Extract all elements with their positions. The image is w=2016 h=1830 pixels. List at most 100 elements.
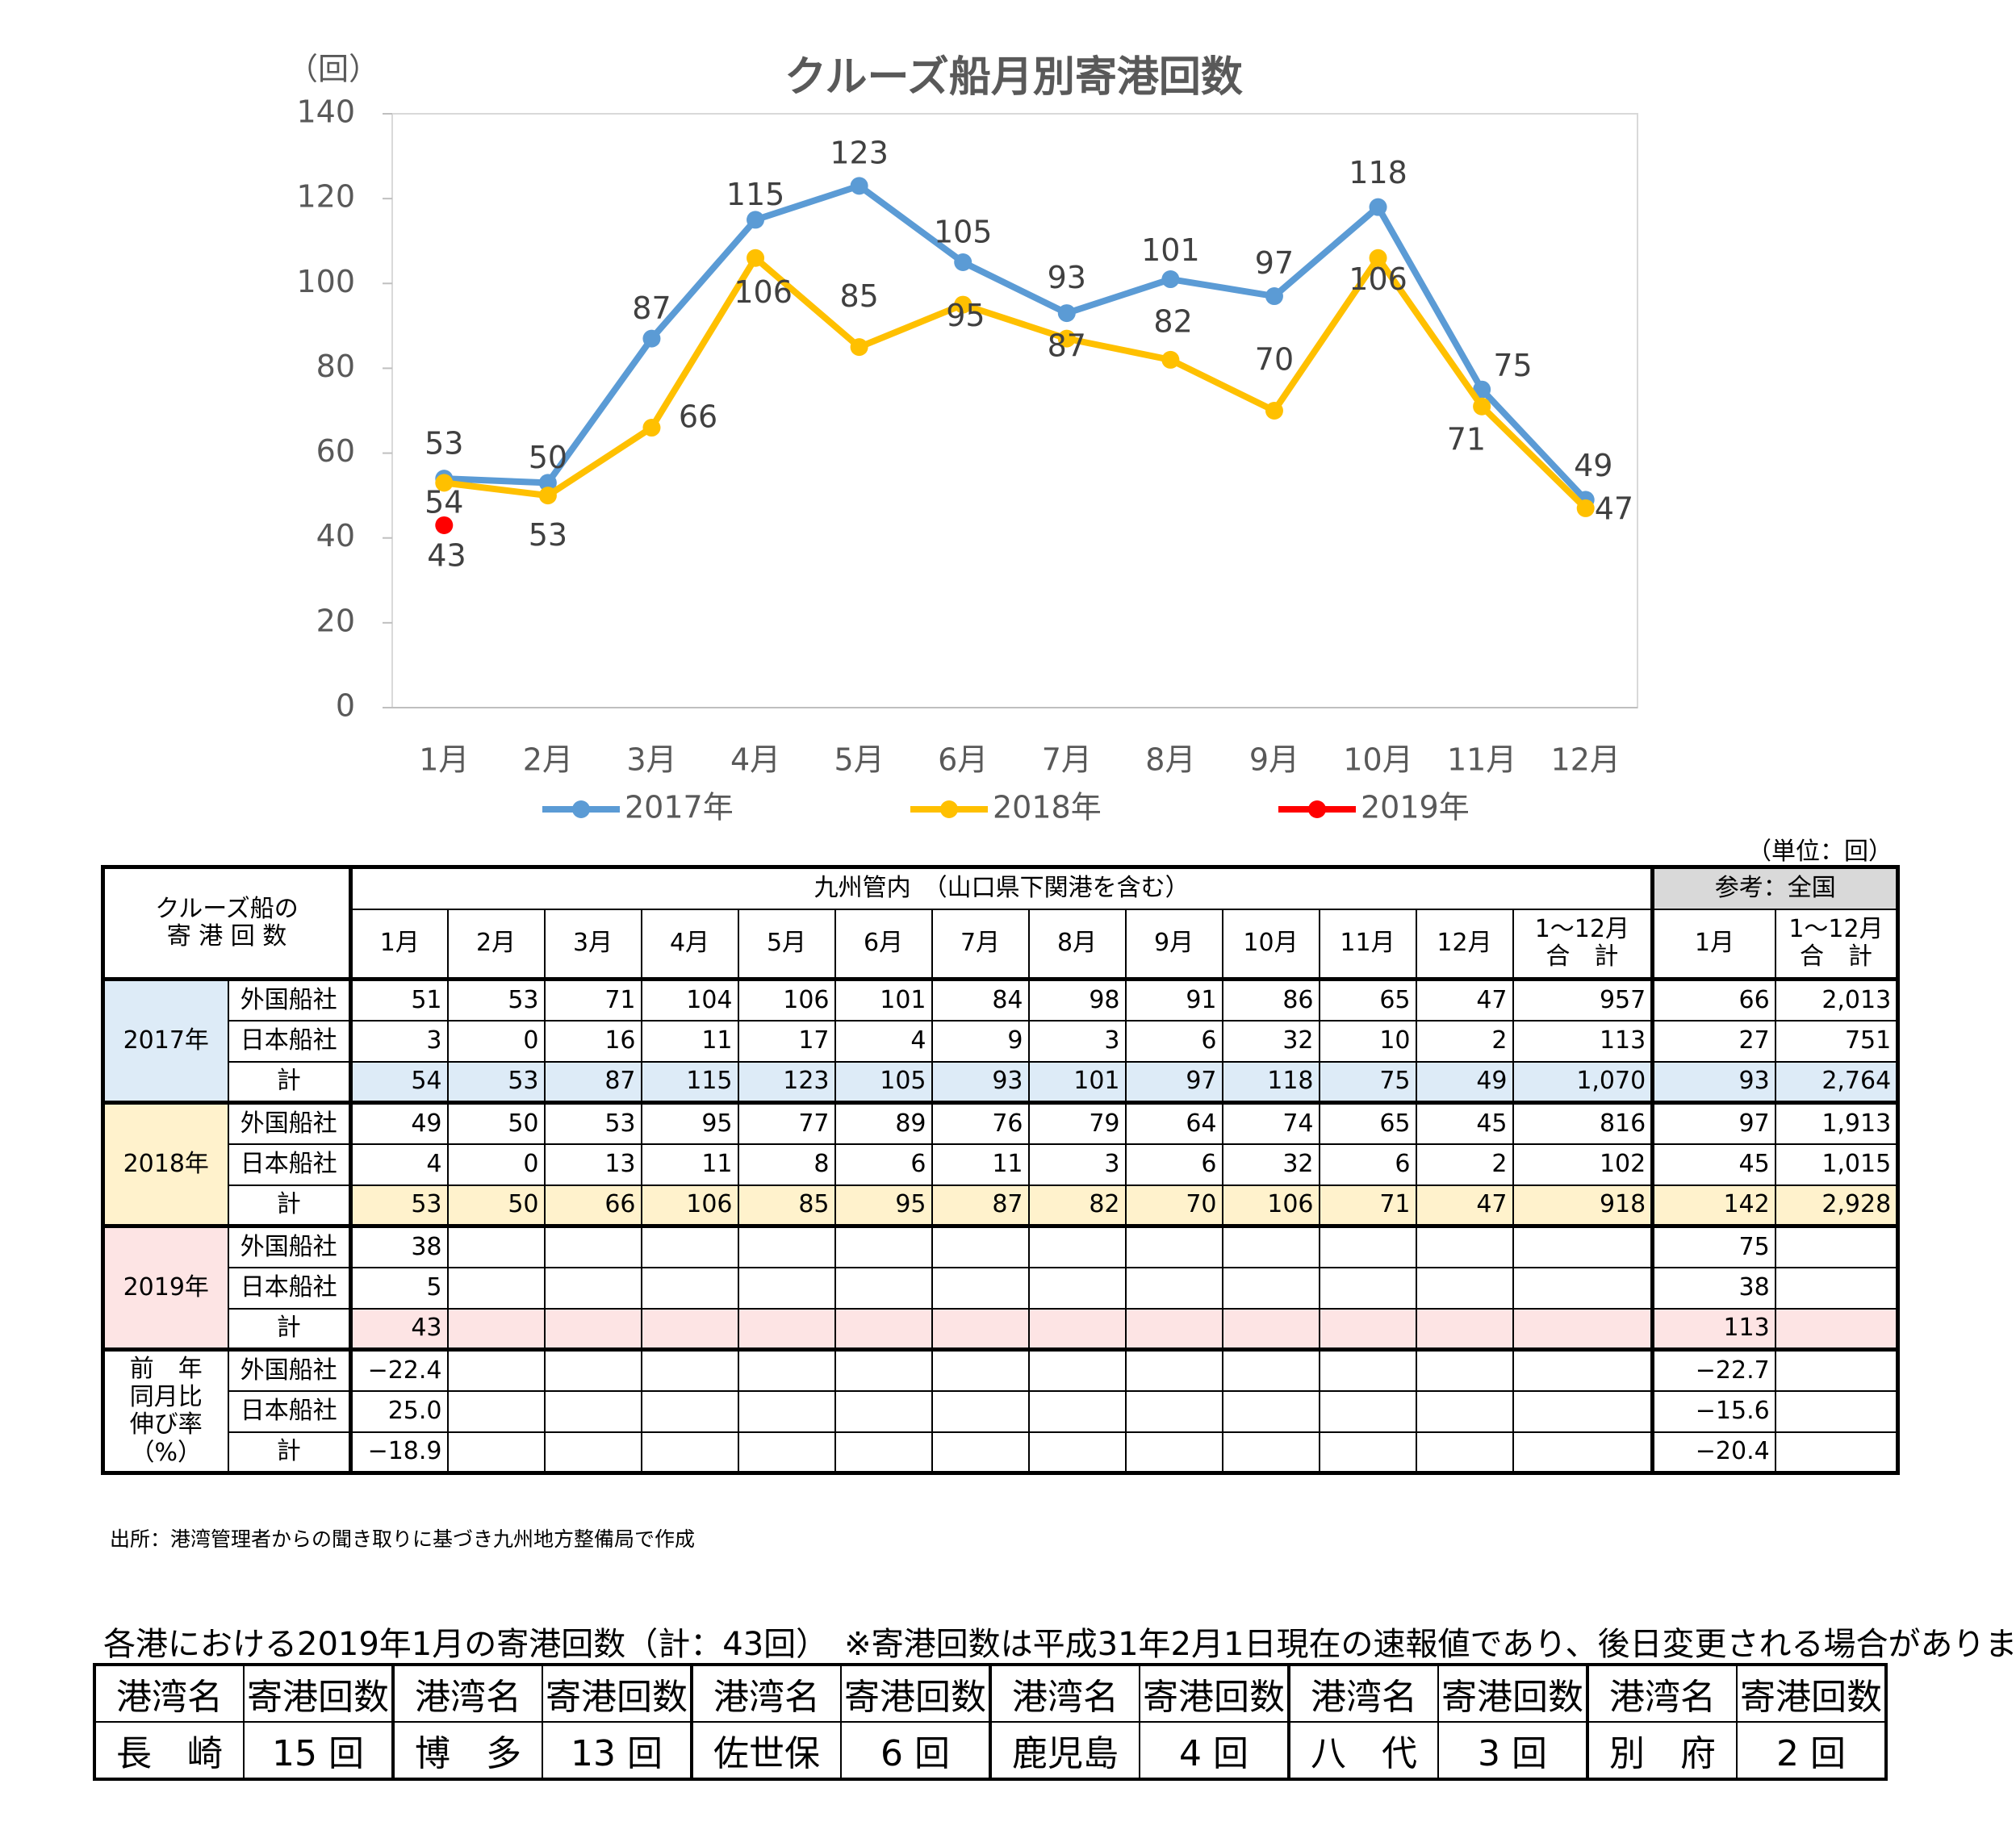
point	[1576, 499, 1595, 517]
legend-marker	[572, 800, 590, 818]
table-cell: 93	[1650, 1060, 1776, 1104]
point	[1473, 380, 1491, 399]
corner-header: クルーズ船の寄 港 回 数	[102, 866, 353, 981]
text-line: 1～12月	[1534, 914, 1629, 943]
text-line: 2017年	[123, 1026, 209, 1055]
table-cell: 89	[834, 1101, 933, 1145]
table-cell	[1318, 1431, 1417, 1474]
table-cell	[1124, 1307, 1223, 1351]
table-cell	[543, 1224, 642, 1268]
table-cell	[1318, 1347, 1417, 1392]
table-cell	[1512, 1347, 1654, 1392]
table-cell: 102	[1512, 1143, 1654, 1186]
point	[1369, 198, 1387, 216]
table-cell	[446, 1307, 546, 1351]
table-cell	[1512, 1389, 1654, 1433]
text-line: 4月	[669, 929, 710, 957]
table-cell: 6	[1124, 1019, 1223, 1063]
table-cell	[737, 1431, 836, 1474]
table-cell	[1027, 1224, 1127, 1268]
table-cell: −22.7	[1650, 1347, 1776, 1392]
table-cell	[1027, 1307, 1127, 1351]
data-label: 87	[632, 290, 671, 326]
table-cell: 93	[931, 1060, 1030, 1104]
column-header: 11月	[1318, 908, 1417, 981]
text-line: 10月	[1243, 929, 1299, 957]
text-line: 2月	[475, 929, 517, 957]
text-line: 1～12月	[1788, 914, 1884, 943]
table-cell	[834, 1307, 933, 1351]
x-tick-label: 1月	[419, 742, 469, 778]
point	[850, 338, 868, 357]
table-cell: 816	[1512, 1101, 1654, 1145]
ports-caption: 各港における2019年1月の寄港回数（計：43回） ※寄港回数は平成31年2月1…	[103, 1626, 2016, 1663]
table-cell: 87	[543, 1060, 642, 1104]
table-cell: 65	[1318, 977, 1417, 1022]
x-tick-label: 7月	[1042, 742, 1092, 778]
data-row: 日本船社 4 0 13 11 8 6 11 3 6 32 6 2 102 45 1,015	[103, 1143, 1899, 1186]
data-label: 118	[1349, 155, 1407, 190]
table-cell: 65	[1318, 1101, 1417, 1145]
point	[1265, 287, 1283, 306]
row-label: 計	[227, 1431, 352, 1474]
table-cell: 106	[737, 977, 836, 1022]
table-cell	[1221, 1431, 1320, 1474]
port-name: 長 崎	[93, 1721, 245, 1780]
column-header: 1～12月合 計	[1774, 908, 1899, 981]
text-line: 伸び率	[129, 1410, 203, 1439]
source-note: 出所：港湾管理者からの聞き取りに基づき九州地方整備局で作成	[110, 1527, 696, 1551]
port-count: 15 回	[243, 1721, 394, 1780]
x-tick-label: 8月	[1145, 742, 1195, 778]
table-cell	[1318, 1224, 1417, 1268]
table-cell	[446, 1266, 546, 1310]
point	[538, 487, 557, 505]
port-count-header: 寄港回数	[542, 1664, 692, 1723]
table-cell: 32	[1221, 1143, 1320, 1186]
table-cell: 1,015	[1774, 1143, 1899, 1186]
text-line: 11月	[1340, 929, 1395, 957]
table-cell	[446, 1347, 546, 1392]
column-header: 5月	[737, 908, 836, 981]
port-name: 佐世保	[690, 1721, 842, 1780]
plot-area	[391, 113, 1638, 708]
y-tick-label: 140	[296, 94, 355, 130]
data-label: 50	[529, 440, 567, 475]
table-cell: 74	[1221, 1101, 1320, 1145]
unit-label: （単位：回）	[1747, 838, 1893, 866]
table-cell: 50	[446, 1184, 546, 1227]
table-cell: 77	[737, 1101, 836, 1145]
table-cell: 53	[543, 1101, 642, 1145]
data-row: 2018年 外国船社 49 50 53 95 77 89 76 79 64 74 65 45 816 97 1,…	[102, 1101, 1899, 1227]
table-cell	[1124, 1389, 1223, 1433]
y-tick-label: 20	[316, 603, 355, 638]
point	[954, 295, 972, 314]
table-cell: 47	[1415, 977, 1514, 1022]
table-cell	[1415, 1431, 1514, 1474]
table-cell	[931, 1266, 1030, 1310]
data-label: 123	[830, 135, 889, 170]
table-cell: 2,764	[1774, 1060, 1899, 1104]
point	[1057, 304, 1076, 323]
column-header: 8月	[1027, 908, 1127, 981]
table-cell: −20.4	[1650, 1431, 1776, 1474]
data-row: 計 53 50 66 106 85 95 87 82 70 106 71 47 918 142 2,928	[103, 1184, 1899, 1227]
table-cell: 47	[1415, 1184, 1514, 1227]
data-label: 106	[734, 274, 793, 310]
data-row: 計 43 113	[103, 1307, 1899, 1351]
x-tick-label: 5月	[834, 742, 885, 778]
data-row: 2017年 外国船社 51 53 71 104 106 101 84 98 91 86 65 47 957 6…	[102, 977, 1899, 1104]
data-row: 2019年 外国船社 38 75	[102, 1224, 1899, 1351]
x-tick-label: 4月	[730, 742, 780, 778]
data-label: 47	[1595, 491, 1633, 527]
port-name: 八 代	[1287, 1721, 1439, 1780]
table-cell	[834, 1266, 933, 1310]
point	[642, 329, 661, 348]
table-cell	[931, 1224, 1030, 1268]
table-cell: −15.6	[1650, 1389, 1776, 1433]
table-cell: 5	[349, 1266, 449, 1310]
text-line: 1月	[379, 929, 420, 957]
table-cell	[1124, 1224, 1223, 1268]
text-line: 6月	[863, 929, 904, 957]
table-cell: 82	[1027, 1184, 1127, 1227]
